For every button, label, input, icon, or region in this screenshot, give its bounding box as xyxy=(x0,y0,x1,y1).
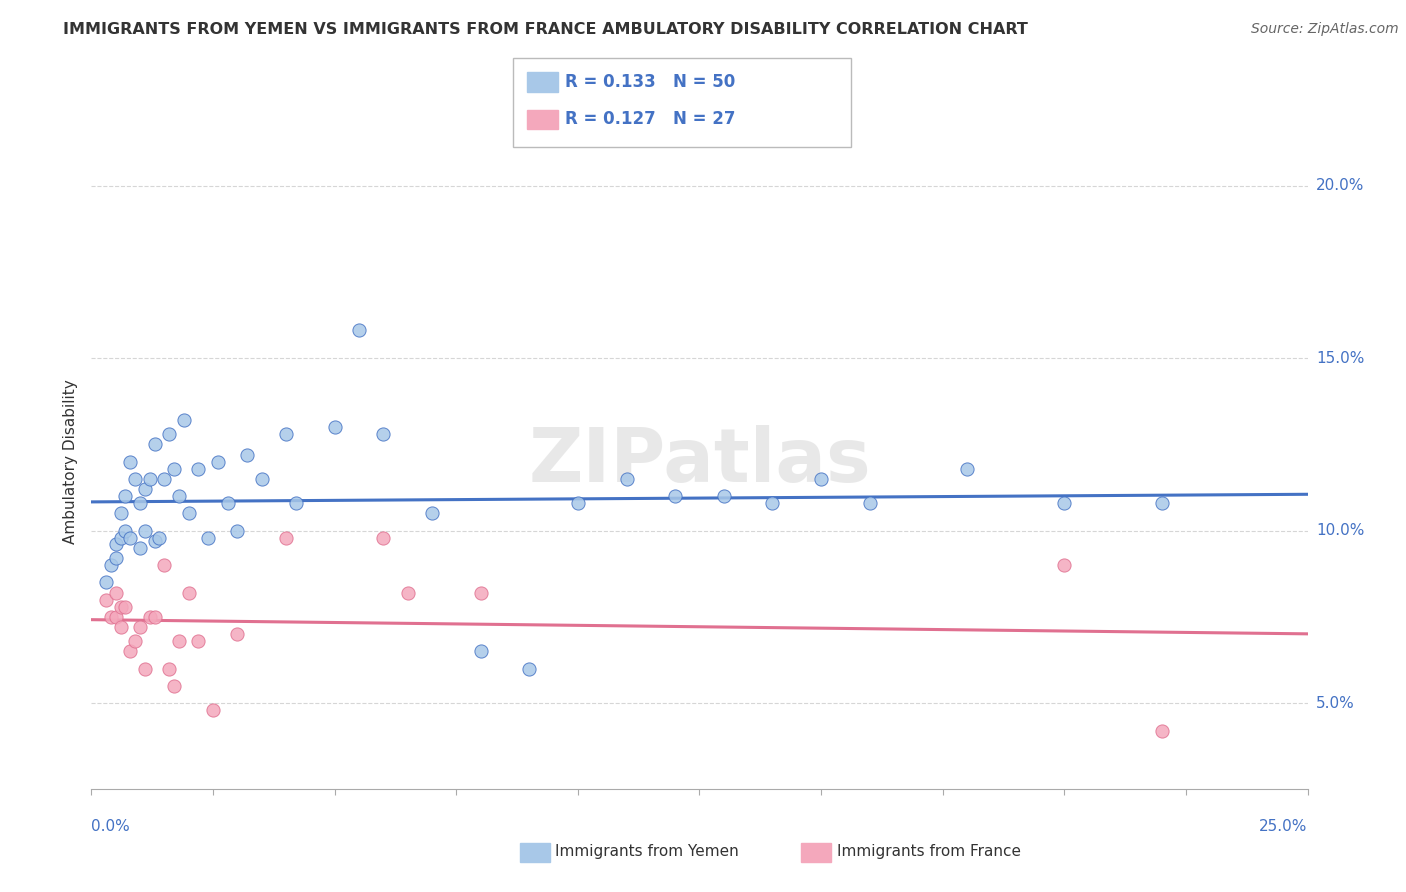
Point xyxy=(274,427,297,442)
Point xyxy=(236,448,259,462)
Point xyxy=(110,531,132,545)
Point xyxy=(420,507,443,521)
Point xyxy=(143,533,166,548)
Point xyxy=(110,507,132,521)
Point xyxy=(187,634,209,648)
Point xyxy=(94,575,117,590)
Text: 25.0%: 25.0% xyxy=(1260,820,1308,834)
Point xyxy=(616,472,638,486)
Point xyxy=(177,507,200,521)
Point xyxy=(110,599,132,614)
Point xyxy=(94,592,117,607)
Point xyxy=(284,496,307,510)
Point xyxy=(1053,496,1076,510)
Point xyxy=(1150,496,1173,510)
Point xyxy=(517,662,540,676)
Text: 0.0%: 0.0% xyxy=(91,820,131,834)
Point xyxy=(124,634,146,648)
Point xyxy=(114,489,136,503)
Point xyxy=(163,461,186,475)
Point xyxy=(120,531,142,545)
Point xyxy=(143,610,166,624)
Point xyxy=(157,427,180,442)
Point xyxy=(373,531,395,545)
Point xyxy=(202,703,225,717)
Point xyxy=(274,531,297,545)
Point xyxy=(134,482,156,496)
Point xyxy=(664,489,686,503)
Point xyxy=(396,586,419,600)
Point xyxy=(250,472,273,486)
Y-axis label: Ambulatory Disability: Ambulatory Disability xyxy=(63,379,79,544)
Point xyxy=(187,461,209,475)
Point xyxy=(173,413,195,427)
Point xyxy=(129,496,152,510)
Point xyxy=(567,496,589,510)
Text: ZIPatlas: ZIPatlas xyxy=(529,425,870,498)
Point xyxy=(104,586,127,600)
Point xyxy=(859,496,882,510)
Point xyxy=(129,541,152,555)
Point xyxy=(104,537,127,551)
Text: 10.0%: 10.0% xyxy=(1316,523,1364,538)
Text: Immigrants from Yemen: Immigrants from Yemen xyxy=(555,845,740,859)
Point xyxy=(373,427,395,442)
Point xyxy=(226,524,249,538)
Point xyxy=(129,620,152,634)
Point xyxy=(226,627,249,641)
Point xyxy=(761,496,783,510)
Text: 5.0%: 5.0% xyxy=(1316,696,1354,711)
Point xyxy=(217,496,239,510)
Point xyxy=(139,472,162,486)
Point xyxy=(713,489,735,503)
Text: 20.0%: 20.0% xyxy=(1316,178,1364,193)
Point xyxy=(956,461,979,475)
Point xyxy=(134,524,156,538)
Point xyxy=(134,662,156,676)
Point xyxy=(470,586,492,600)
Point xyxy=(1053,558,1076,573)
Point xyxy=(167,489,190,503)
Point xyxy=(323,420,346,434)
Point xyxy=(153,472,176,486)
Point xyxy=(110,620,132,634)
Point xyxy=(810,472,832,486)
Point xyxy=(197,531,219,545)
Point xyxy=(167,634,190,648)
Text: 15.0%: 15.0% xyxy=(1316,351,1364,366)
Text: R = 0.127   N = 27: R = 0.127 N = 27 xyxy=(565,110,735,128)
Point xyxy=(207,455,229,469)
Point xyxy=(124,472,146,486)
Point xyxy=(347,324,370,338)
Point xyxy=(153,558,176,573)
Text: IMMIGRANTS FROM YEMEN VS IMMIGRANTS FROM FRANCE AMBULATORY DISABILITY CORRELATIO: IMMIGRANTS FROM YEMEN VS IMMIGRANTS FROM… xyxy=(63,22,1028,37)
Point xyxy=(120,455,142,469)
Point xyxy=(104,551,127,566)
Point xyxy=(163,679,186,693)
Point xyxy=(100,610,122,624)
Text: R = 0.133   N = 50: R = 0.133 N = 50 xyxy=(565,73,735,91)
Text: Immigrants from France: Immigrants from France xyxy=(837,845,1021,859)
Point xyxy=(177,586,200,600)
Point xyxy=(139,610,162,624)
Point xyxy=(148,531,170,545)
Point xyxy=(143,437,166,451)
Point xyxy=(114,524,136,538)
Point xyxy=(470,644,492,658)
Point xyxy=(120,644,142,658)
Point xyxy=(157,662,180,676)
Text: Source: ZipAtlas.com: Source: ZipAtlas.com xyxy=(1251,22,1399,37)
Point xyxy=(1150,723,1173,738)
Point xyxy=(104,610,127,624)
Point xyxy=(114,599,136,614)
Point xyxy=(100,558,122,573)
